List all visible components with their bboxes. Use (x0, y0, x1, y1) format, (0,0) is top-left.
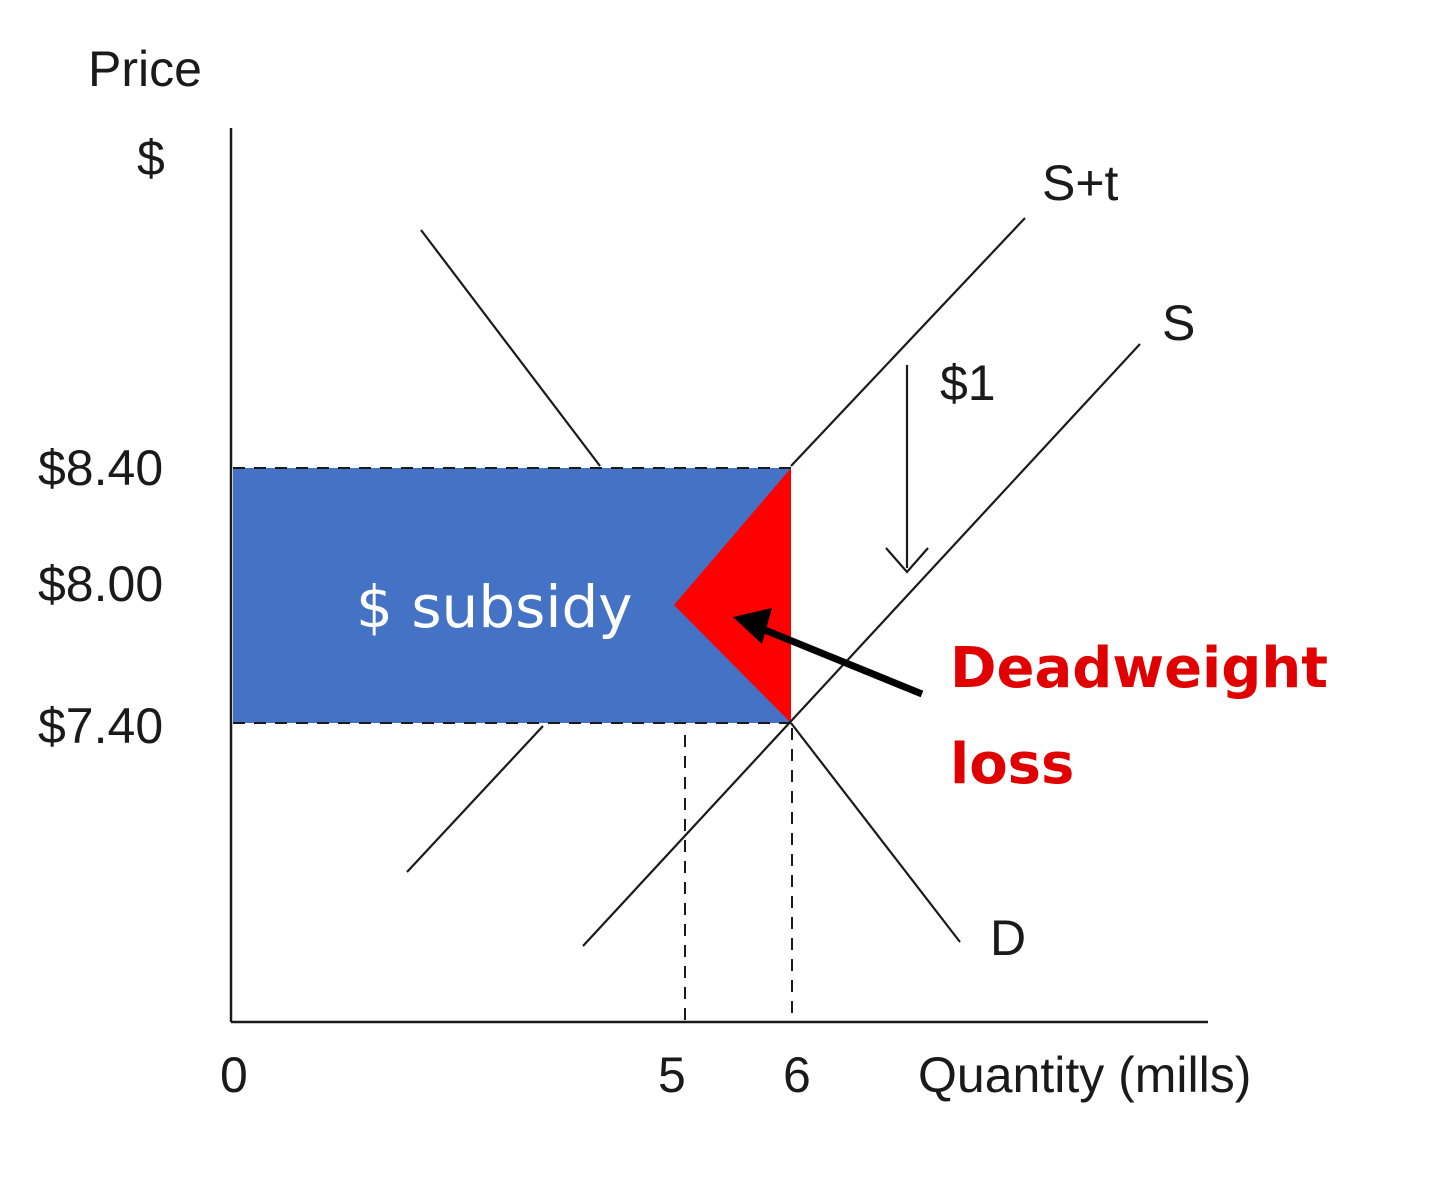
shift-arrow-head (885, 547, 929, 574)
x-axis-label: Quantity (mills) (918, 1047, 1251, 1103)
supply-plus-tax-label: S+t (1042, 155, 1119, 211)
deadweight-label-line1: Deadweight (950, 636, 1328, 701)
supply-label: S (1162, 295, 1195, 351)
demand-label: D (990, 910, 1026, 966)
deadweight-loss-area (674, 468, 791, 723)
demand-curve-upper (420, 229, 601, 467)
deadweight-label-line2: loss (950, 732, 1074, 797)
supply-curve (582, 343, 1141, 947)
y-axis-unit: $ (137, 130, 165, 186)
shift-amount-label: $1 (940, 355, 996, 411)
demand-curve-lower (790, 722, 961, 943)
price-tick-800: $8.00 (38, 556, 163, 612)
supply-plus-tax-curve-lower (406, 725, 544, 873)
supply-plus-tax-curve-upper (790, 217, 1026, 467)
deadweight-pointer-line (758, 624, 924, 698)
subsidy-label: $ subsidy (356, 573, 633, 641)
price-tick-840: $8.40 (38, 440, 163, 496)
price-tick-740: $7.40 (38, 698, 163, 754)
quantity-tick-5: 5 (658, 1047, 686, 1103)
y-axis-label: Price (88, 41, 202, 97)
deadweight-pointer-head (733, 608, 772, 644)
quantity-tick-6: 6 (783, 1047, 811, 1103)
origin-label: 0 (220, 1047, 248, 1103)
